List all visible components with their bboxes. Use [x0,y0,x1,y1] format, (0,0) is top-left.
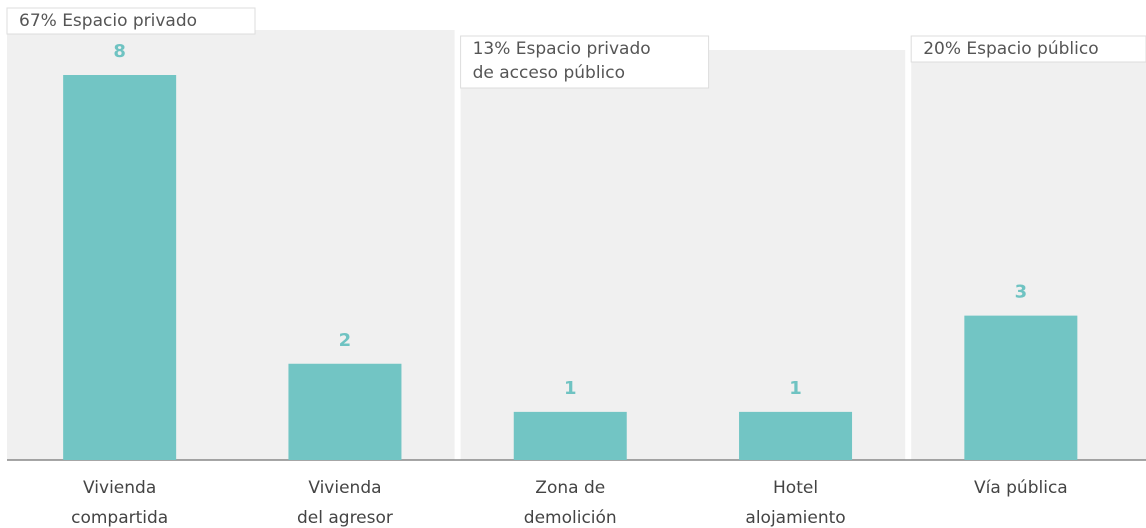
value-label: 2 [339,330,352,351]
x-tick-label: Vivienda [83,478,156,498]
value-label: 1 [564,378,577,399]
group-background [460,50,906,460]
x-tick-label: Vivienda [308,478,381,498]
value-label: 1 [789,378,802,399]
group-label-box [460,35,710,89]
group-label: de acceso público [473,63,625,83]
group-label-box [6,7,256,35]
bar [964,315,1078,460]
x-tick-label: demolición [524,508,617,528]
x-tick-label: alojamiento [745,508,845,528]
bar [288,363,402,460]
x-tick-label: compartida [71,508,168,528]
x-tick-label: Vía pública [974,478,1068,498]
group-label: 13% Espacio privado [473,39,651,59]
group-label-box [910,35,1146,63]
bar [739,411,853,460]
value-label: 3 [1015,282,1028,303]
group-label: 20% Espacio público [923,39,1098,59]
x-tick-label: Zona de [535,478,605,498]
value-label: 8 [113,41,126,62]
bar [513,411,627,460]
x-tick-label: Hotel [773,478,818,498]
x-tick-label: del agresor [297,508,393,528]
group-label: 67% Espacio privado [19,11,197,31]
bar [63,75,177,460]
